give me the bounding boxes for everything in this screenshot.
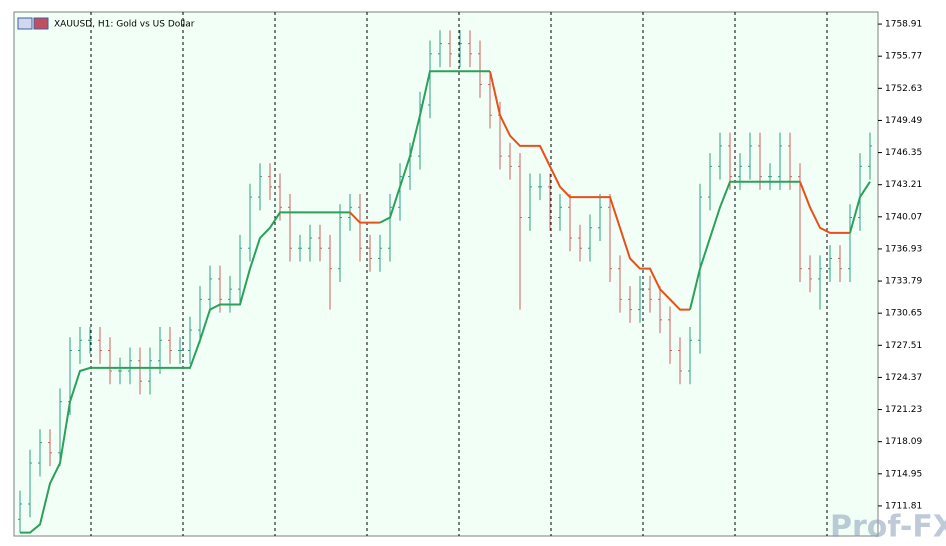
y-tick-label: 1743.21 <box>885 180 922 190</box>
y-tick-label: 1736.93 <box>885 244 922 254</box>
indicator-line <box>349 71 850 311</box>
y-tick-label: 1749.49 <box>885 116 922 126</box>
plot-area <box>13 11 879 537</box>
chart-title: XAUUSD, H1: Gold vs US Dollar <box>54 20 195 30</box>
y-tick-label: 1746.35 <box>885 148 922 158</box>
y-tick-label: 1718.09 <box>885 437 922 447</box>
y-tick-label: 1730.65 <box>885 309 922 319</box>
symbol-icon <box>17 17 49 30</box>
watermark: Prof-FX <box>830 510 946 545</box>
y-tick-label: 1758.91 <box>885 20 922 30</box>
y-tick-label: 1714.95 <box>885 469 922 479</box>
y-tick-label: 1721.23 <box>885 405 922 415</box>
y-tick-label: 1711.81 <box>885 501 922 511</box>
y-tick-label: 1733.79 <box>885 277 922 287</box>
y-tick-label: 1724.37 <box>885 373 922 383</box>
y-tick-label: 1755.77 <box>885 52 922 62</box>
y-tick-label: 1740.07 <box>885 212 922 222</box>
indicator-line <box>20 70 871 534</box>
y-tick-label: 1752.63 <box>885 84 922 94</box>
y-tick-label: 1727.51 <box>885 341 922 351</box>
